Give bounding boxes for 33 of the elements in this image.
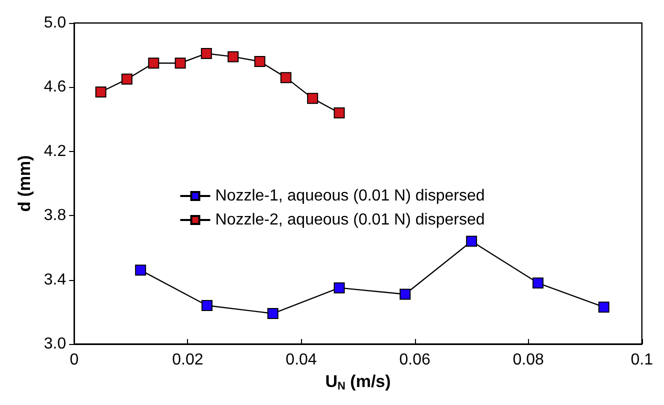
y-tick-label: 5.0 bbox=[44, 14, 66, 32]
point bbox=[121, 74, 132, 85]
point bbox=[334, 107, 345, 118]
point bbox=[307, 92, 318, 104]
point bbox=[400, 288, 411, 300]
y-tick-label: 3.8 bbox=[44, 207, 66, 224]
point bbox=[532, 278, 544, 289]
x-tick-label: 0.06 bbox=[399, 352, 430, 368]
point bbox=[135, 264, 146, 276]
x-tick-label: 0.02 bbox=[172, 352, 204, 368]
point bbox=[466, 236, 478, 247]
point bbox=[598, 302, 610, 313]
legend-label: Nozzle-2, aqueous (0.01 N) dispersed bbox=[215, 212, 485, 228]
point bbox=[200, 48, 212, 59]
point bbox=[95, 86, 106, 98]
point bbox=[148, 58, 160, 69]
point bbox=[254, 56, 266, 68]
point bbox=[334, 282, 345, 294]
point bbox=[201, 300, 212, 311]
point bbox=[174, 58, 186, 69]
legend-label: Nozzle-1, aqueous (0.01 N) dispersed bbox=[215, 188, 485, 204]
x-tick-label: 0.1 bbox=[630, 352, 654, 368]
y-tick-label: 3.0 bbox=[44, 336, 66, 352]
point bbox=[280, 72, 292, 84]
y-tick-label: 4.6 bbox=[44, 78, 66, 96]
x-tick-label: 0.04 bbox=[286, 352, 317, 368]
x-tick-label: 0 bbox=[70, 352, 79, 368]
x-tick-label: 0.08 bbox=[512, 352, 544, 368]
point bbox=[228, 51, 239, 62]
y-tick-label: 4.2 bbox=[44, 142, 66, 160]
point bbox=[267, 308, 278, 320]
y-axis-title: d (mm) bbox=[15, 155, 34, 212]
y-tick-label: 3.4 bbox=[44, 271, 66, 288]
